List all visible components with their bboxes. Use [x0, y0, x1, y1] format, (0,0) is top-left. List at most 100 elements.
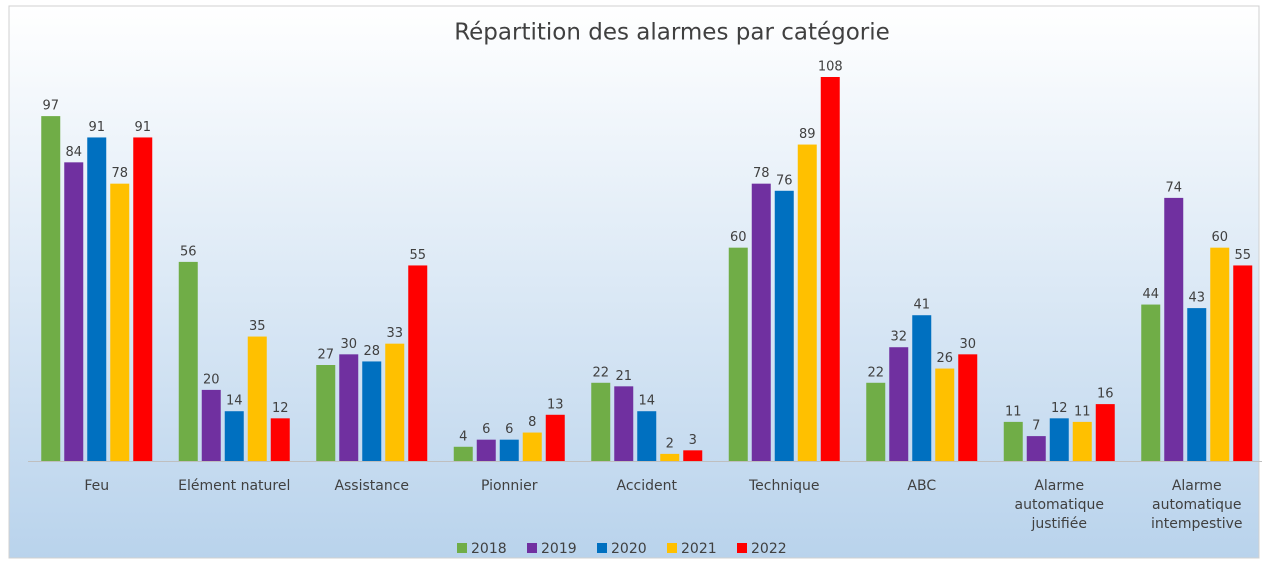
data-label: 97: [42, 99, 59, 114]
bar: [247, 336, 267, 461]
data-label: 6: [482, 422, 490, 437]
data-label: 35: [249, 319, 266, 334]
legend-label: 2019: [541, 541, 577, 557]
data-label: 91: [88, 120, 105, 135]
data-label: 11: [1005, 404, 1022, 419]
bar: [660, 453, 680, 461]
data-label: 2: [666, 436, 674, 451]
bar: [728, 247, 748, 461]
bar: [522, 432, 542, 461]
bar: [958, 354, 978, 461]
data-label: 13: [547, 397, 564, 412]
bar: [201, 389, 221, 461]
bar: [362, 361, 382, 461]
bar: [751, 183, 771, 461]
legend-swatch: [667, 543, 677, 553]
legend-swatch: [597, 543, 607, 553]
data-label: 6: [505, 422, 513, 437]
legend-swatch: [457, 543, 467, 553]
data-label: 74: [1165, 180, 1182, 195]
bar: [1187, 308, 1207, 461]
bar: [110, 183, 130, 461]
data-label: 33: [386, 326, 403, 341]
data-label: 22: [867, 365, 884, 380]
bar: [1072, 421, 1092, 461]
x-tick-label: Elément naturel: [178, 478, 290, 494]
bar: [1210, 247, 1230, 461]
data-label: 30: [340, 337, 357, 352]
data-label: 41: [913, 298, 930, 313]
bar: [339, 354, 359, 461]
x-tick-label: Pionnier: [481, 478, 538, 494]
bar: [1233, 265, 1253, 461]
bar: [797, 144, 817, 462]
data-label: 28: [363, 344, 380, 359]
legend-swatch: [737, 543, 747, 553]
bar: [385, 343, 405, 461]
bar: [1003, 421, 1023, 461]
bar: [866, 382, 886, 461]
bar: [820, 77, 840, 461]
data-label: 89: [799, 127, 816, 142]
bar: [87, 137, 107, 461]
data-label: 14: [226, 394, 243, 409]
bar: [591, 382, 611, 461]
x-tick-label: Assistance: [334, 478, 409, 494]
bar: [64, 162, 84, 462]
legend-label: 2020: [611, 541, 647, 557]
data-label: 56: [180, 244, 197, 259]
x-tick-label: Accident: [617, 478, 678, 494]
x-tick-label: Technique: [748, 478, 820, 494]
data-label: 55: [1234, 248, 1251, 263]
data-label: 16: [1097, 387, 1114, 402]
data-label: 60: [730, 230, 747, 245]
data-label: 22: [592, 365, 609, 380]
data-label: 7: [1032, 419, 1040, 434]
bar: [935, 368, 955, 461]
data-label: 76: [776, 173, 793, 188]
data-label: 60: [1211, 230, 1228, 245]
data-label: 32: [890, 330, 907, 345]
data-label: 44: [1142, 287, 1159, 302]
data-label: 14: [638, 394, 655, 409]
chart-title: Répartition des alarmes par catégorie: [454, 20, 890, 46]
data-label: 78: [753, 166, 770, 181]
data-label: 55: [409, 248, 426, 263]
data-label: 27: [317, 348, 334, 363]
bar: [453, 446, 473, 461]
bar: [1164, 197, 1184, 461]
bar: [545, 414, 565, 461]
legend-label: 2022: [751, 541, 787, 557]
bar: [1026, 436, 1046, 461]
legend-label: 2018: [471, 541, 507, 557]
data-label: 4: [459, 429, 467, 444]
bar: [499, 439, 519, 461]
bar: [133, 137, 153, 461]
bar: [614, 386, 634, 461]
x-tick-label: ABC: [907, 478, 936, 494]
bar: [408, 265, 428, 461]
bar: [316, 365, 336, 461]
bar: [1141, 304, 1161, 461]
data-label: 78: [111, 166, 128, 181]
bar: [889, 347, 909, 461]
bar: [476, 439, 496, 461]
bar: [774, 190, 794, 461]
data-label: 30: [959, 337, 976, 352]
data-label: 8: [528, 415, 536, 430]
bar: [224, 411, 244, 461]
data-label: 11: [1074, 404, 1091, 419]
bar: [41, 116, 61, 461]
bar: [178, 261, 198, 461]
bar: [1095, 404, 1115, 461]
bar: [637, 411, 657, 461]
plot-background: [8, 5, 1260, 559]
x-tick-label: Alarme automatique justifiée: [1015, 478, 1104, 532]
data-label: 12: [272, 401, 289, 416]
data-label: 26: [936, 351, 953, 366]
legend-label: 2021: [681, 541, 717, 557]
data-label: 3: [689, 433, 697, 448]
bar: [1049, 418, 1069, 461]
data-label: 12: [1051, 401, 1068, 416]
